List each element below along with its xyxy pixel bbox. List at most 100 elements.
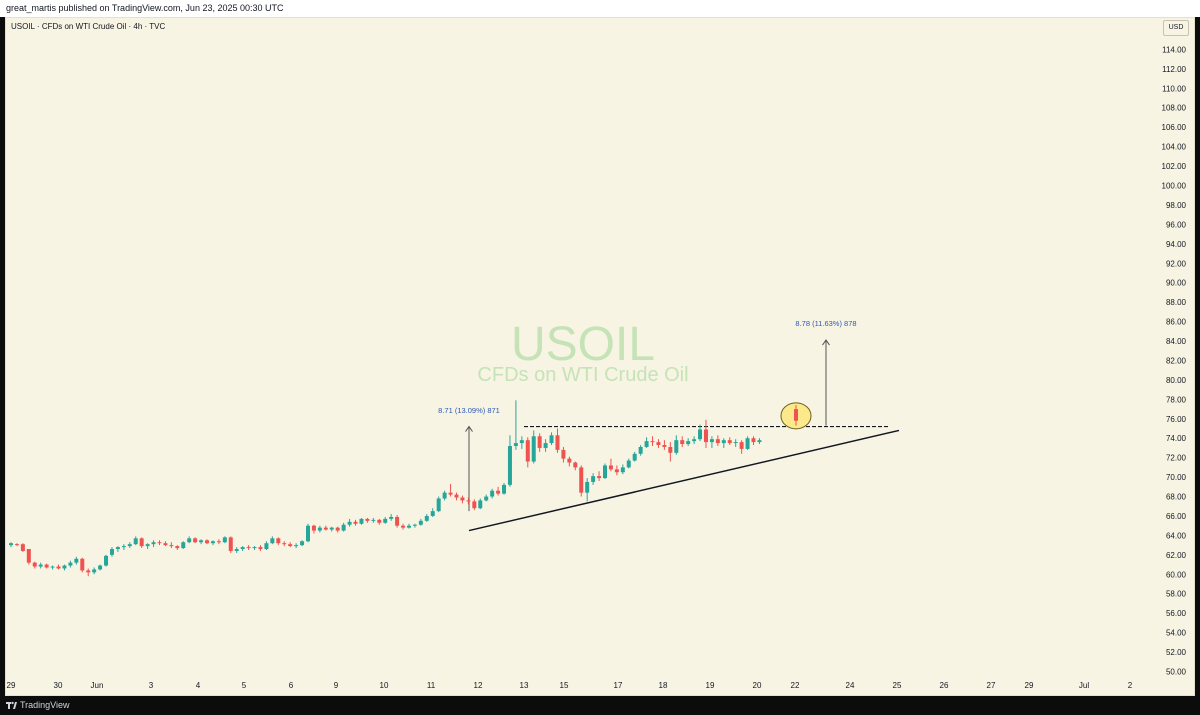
candle[interactable] — [169, 542, 174, 549]
candle[interactable] — [727, 437, 732, 446]
candle[interactable] — [680, 436, 685, 447]
candle[interactable] — [210, 540, 215, 546]
candle[interactable] — [662, 440, 667, 450]
candle[interactable] — [614, 465, 619, 476]
candle[interactable] — [466, 497, 471, 505]
candle[interactable] — [276, 537, 281, 546]
candle[interactable] — [472, 499, 477, 511]
candle[interactable] — [50, 565, 55, 570]
candle[interactable] — [632, 451, 637, 462]
candle[interactable] — [163, 541, 168, 547]
candle[interactable] — [311, 524, 316, 534]
candle[interactable] — [555, 428, 560, 453]
candle[interactable] — [715, 435, 720, 446]
candle[interactable] — [502, 482, 507, 495]
candle[interactable] — [252, 546, 257, 550]
candle[interactable] — [329, 526, 334, 532]
candle[interactable] — [721, 438, 726, 448]
candle[interactable] — [104, 554, 109, 567]
candle[interactable] — [353, 519, 358, 526]
candle[interactable] — [205, 539, 210, 545]
candle[interactable] — [430, 508, 435, 517]
candle[interactable] — [323, 525, 328, 531]
currency-button[interactable]: USD — [1163, 20, 1189, 36]
candle[interactable] — [674, 435, 679, 455]
symbol-info[interactable]: USOIL · CFDs on WTI Crude Oil · 4h · TVC — [11, 22, 166, 31]
candles[interactable] — [9, 400, 798, 577]
candle[interactable] — [80, 557, 85, 573]
candle[interactable] — [686, 438, 691, 446]
candle[interactable] — [294, 543, 299, 549]
candle[interactable] — [537, 433, 542, 452]
candle[interactable] — [86, 568, 91, 577]
candle[interactable] — [222, 536, 227, 544]
candle[interactable] — [484, 494, 489, 502]
candle[interactable] — [371, 517, 376, 523]
candle[interactable] — [650, 436, 655, 446]
candle[interactable] — [347, 518, 352, 527]
candle[interactable] — [525, 437, 530, 468]
candle[interactable] — [44, 563, 49, 569]
candle[interactable] — [335, 526, 340, 533]
candle[interactable] — [151, 540, 156, 548]
candle[interactable] — [608, 458, 613, 472]
candle[interactable] — [56, 564, 61, 570]
candle[interactable] — [359, 517, 364, 525]
candle[interactable] — [739, 440, 744, 454]
candle[interactable] — [341, 522, 346, 532]
candle[interactable] — [270, 536, 275, 545]
candle[interactable] — [92, 567, 97, 575]
candle[interactable] — [306, 523, 310, 543]
candle[interactable] — [264, 541, 269, 550]
candle[interactable] — [579, 465, 584, 497]
candle[interactable] — [644, 437, 649, 448]
candle[interactable] — [626, 458, 631, 469]
candle[interactable] — [300, 540, 305, 547]
candle[interactable] — [703, 419, 708, 448]
candle[interactable] — [228, 536, 233, 553]
candle[interactable] — [317, 525, 322, 533]
candle[interactable] — [513, 400, 518, 450]
candle[interactable] — [591, 473, 596, 485]
candle[interactable] — [709, 436, 714, 448]
candle[interactable] — [38, 562, 43, 569]
candle[interactable] — [496, 486, 501, 496]
candle[interactable] — [549, 432, 554, 446]
candle[interactable] — [377, 518, 382, 525]
drawings[interactable] — [465, 339, 900, 532]
candle[interactable] — [109, 547, 114, 557]
candle[interactable] — [733, 439, 738, 447]
candle[interactable] — [121, 544, 126, 550]
ascending-trendline[interactable] — [468, 429, 900, 532]
candle[interactable] — [115, 546, 120, 552]
candle[interactable] — [519, 436, 524, 449]
candle[interactable] — [20, 543, 25, 552]
candle[interactable] — [216, 539, 221, 545]
candle[interactable] — [745, 436, 750, 450]
candle[interactable] — [145, 543, 150, 550]
candle[interactable] — [199, 539, 204, 545]
candle[interactable] — [9, 542, 13, 548]
candle[interactable] — [692, 436, 697, 445]
candle[interactable] — [389, 514, 394, 521]
candle[interactable] — [567, 456, 572, 467]
candle[interactable] — [442, 490, 447, 501]
candle[interactable] — [507, 435, 512, 487]
candle[interactable] — [603, 463, 607, 480]
candle[interactable] — [288, 542, 293, 548]
candle[interactable] — [401, 523, 406, 530]
candle[interactable] — [794, 405, 798, 426]
candle[interactable] — [68, 560, 73, 568]
candle[interactable] — [365, 517, 370, 523]
candle[interactable] — [561, 446, 566, 463]
candle[interactable] — [757, 438, 762, 445]
candle[interactable] — [406, 523, 411, 529]
candle[interactable] — [573, 461, 578, 471]
candle[interactable] — [395, 515, 400, 528]
candle[interactable] — [282, 541, 287, 547]
candle[interactable] — [531, 430, 536, 464]
candle[interactable] — [543, 439, 548, 452]
candle[interactable] — [175, 545, 180, 550]
candle[interactable] — [193, 537, 198, 544]
